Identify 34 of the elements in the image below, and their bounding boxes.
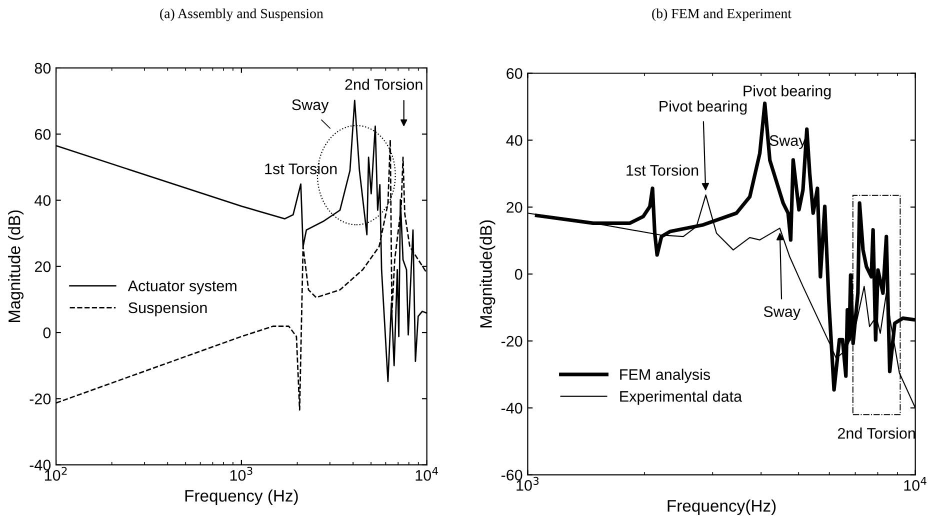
y-tick-label: 0 — [514, 268, 522, 280]
y-tick-label: 20 — [34, 261, 51, 272]
legend-label: Actuator system — [128, 280, 236, 294]
annotation: Sway — [292, 99, 329, 114]
annotation: 1st Torsion — [626, 164, 698, 176]
y-tick-label: 40 — [506, 135, 522, 146]
x-tick-label: 10$^{3}$ — [230, 466, 252, 481]
annotation: 2nd Torsion — [345, 78, 422, 90]
y-tick-label: 80 — [34, 62, 51, 74]
annotation: Pivot bearing — [660, 100, 747, 115]
y-axis-title: Magnitude (dB) — [8, 210, 24, 322]
x-axis-title: Frequency(Hz) — [668, 499, 776, 516]
legend-label: Suspension — [128, 302, 207, 316]
annotation: 1st Torsion — [265, 163, 337, 174]
y-tick-label: 0 — [43, 327, 51, 338]
y-axis-title: Magnitude(dB) — [480, 220, 496, 328]
x-axis-title: Frequency (Hz) — [185, 489, 298, 506]
legend-label: FEM analysis — [620, 368, 710, 383]
chart-title: (b) FEM and Experiment — [652, 8, 792, 22]
y-tick-label: 60 — [506, 68, 522, 79]
y-tick-label: 20 — [506, 202, 522, 213]
y-tick-label: 40 — [34, 195, 51, 206]
annotation: Sway — [764, 306, 801, 320]
x-tick-label: 10$^{4}$ — [416, 466, 438, 481]
annotation: Pivot bearing — [744, 85, 831, 100]
y-tick-label: -20 — [30, 394, 51, 404]
y-tick-label: -20 — [501, 336, 522, 347]
annotation: Sway — [770, 135, 806, 149]
annotation: 2nd Torsion — [838, 428, 915, 439]
y-tick-label: 60 — [34, 128, 51, 140]
chart-title: (a) Assembly and Suspension — [160, 8, 324, 22]
x-tick-label: 10$^{4}$ — [904, 477, 926, 491]
y-tick-label: -40 — [501, 402, 522, 414]
legend-label: Experimental data — [620, 390, 742, 405]
